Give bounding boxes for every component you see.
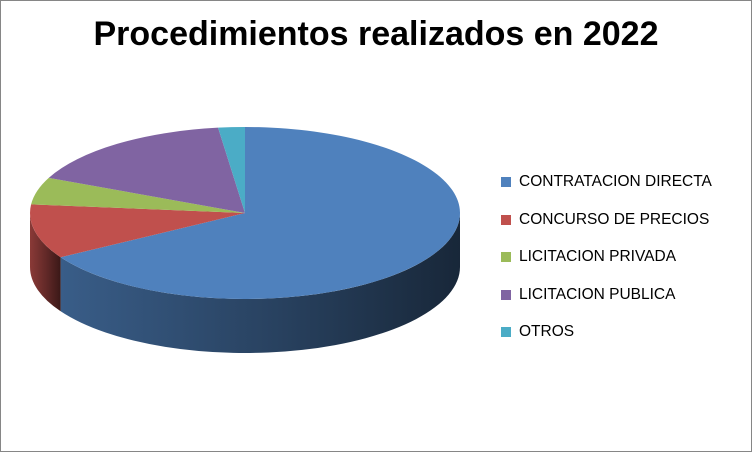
pie-slice-side (60, 213, 460, 353)
pie-slice-side (30, 213, 61, 312)
legend-label: OTROS (519, 323, 575, 340)
legend-swatch (501, 177, 511, 187)
legend-label: CONCURSO DE PRECIOS (519, 210, 710, 228)
legend-swatch (501, 252, 511, 262)
chart-title: Procedimientos realizados en 2022 (93, 15, 659, 53)
pie-slice: OTROS (218, 127, 245, 213)
legend: CONTRATACION DIRECTA CONCURSO DE PRECIOS… (501, 172, 746, 360)
legend-item: LICITACION PUBLICA (501, 285, 746, 305)
legend-swatch (501, 289, 511, 300)
legend-item: CONTRATACION DIRECTA (501, 172, 746, 192)
pie-slice: CONTRATACION DIRECTA (60, 127, 461, 299)
legend-label: LICITACION PRIVADA (519, 248, 677, 265)
legend-label: CONTRATACION DIRECTA (519, 173, 712, 190)
legend-swatch (501, 214, 511, 225)
pie-slice: LICITACION PRIVADA (31, 177, 246, 213)
legend-label: LICITACION PUBLICA (519, 285, 676, 303)
legend-swatch (501, 327, 511, 337)
pie-slice: LICITACION PUBLICA (48, 127, 246, 213)
legend-item: LICITACION PRIVADA (501, 247, 746, 267)
pie-slice: CONCURSO DE PRECIOS (29, 204, 245, 258)
legend-item: CONCURSO DE PRECIOS (501, 210, 746, 230)
legend-item: OTROS (501, 322, 746, 342)
